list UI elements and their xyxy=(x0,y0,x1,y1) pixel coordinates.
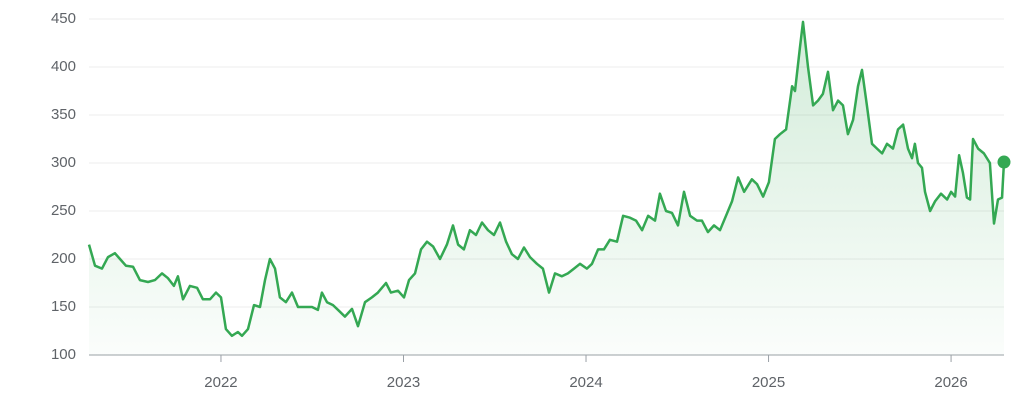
x-tick-label: 2022 xyxy=(204,374,237,391)
price-line xyxy=(87,20,1006,338)
y-tick-label: 400 xyxy=(51,58,76,75)
y-tick-label: 150 xyxy=(51,298,76,315)
x-tick-label: 2025 xyxy=(752,374,785,391)
x-tick-label: 2023 xyxy=(387,374,420,391)
last-point xyxy=(997,155,1011,169)
y-tick-label: 300 xyxy=(51,154,76,171)
y-tick-label: 100 xyxy=(51,346,76,363)
x-tick-label: 2026 xyxy=(934,374,967,391)
y-tick-label: 450 xyxy=(51,10,76,27)
area xyxy=(89,21,1004,356)
x-tick-label: 2024 xyxy=(569,374,602,391)
y-tick-label: 350 xyxy=(51,106,76,123)
y-tick-label: 200 xyxy=(51,250,76,267)
y-tick-label: 250 xyxy=(51,202,76,219)
